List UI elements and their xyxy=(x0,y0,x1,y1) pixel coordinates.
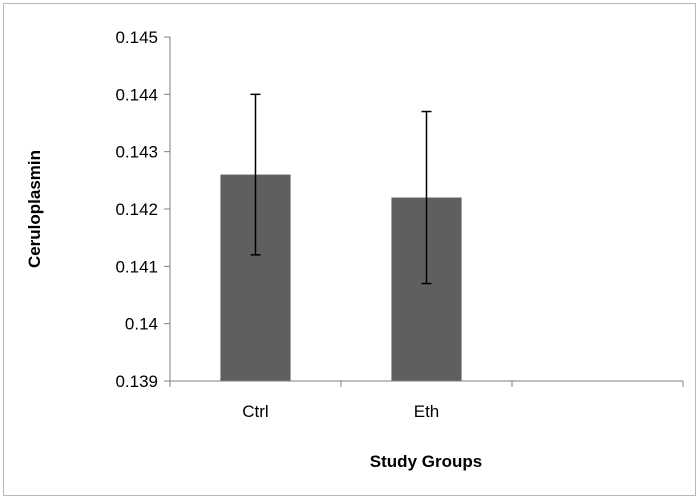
y-tick-label: 0.14 xyxy=(125,315,158,334)
x-axis-title: Study Groups xyxy=(370,452,482,471)
y-tick-label: 0.143 xyxy=(115,143,158,162)
y-tick-label: 0.144 xyxy=(115,85,158,104)
bars xyxy=(220,174,462,381)
y-axis-ticks: 0.139 0.14 0.141 0.142 0.143 0.144 0.145 xyxy=(115,28,170,391)
chart-area xyxy=(3,3,696,496)
y-tick-label: 0.142 xyxy=(115,200,158,219)
y-axis-title: Ceruloplasmin xyxy=(25,150,44,268)
x-axis-ticks: Ctrl Eth xyxy=(169,381,684,421)
y-tick-label: 0.139 xyxy=(115,372,158,391)
y-tick-label: 0.141 xyxy=(115,257,158,276)
error-bars xyxy=(250,93,432,285)
y-tick-label: 0.145 xyxy=(115,28,158,47)
x-tick-label: Ctrl xyxy=(242,402,268,421)
x-tick-label: Eth xyxy=(414,402,440,421)
